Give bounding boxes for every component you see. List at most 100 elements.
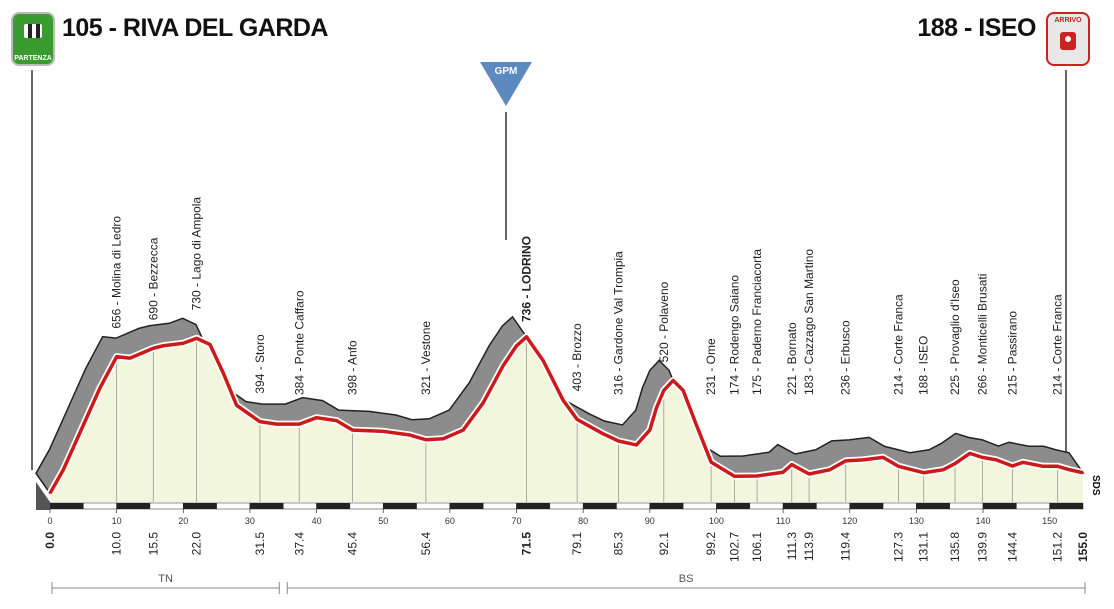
waypoint-km-label: 22.0 (190, 532, 204, 556)
distance-bar-segment (882, 502, 917, 510)
waypoint-km-label: 71.5 (520, 532, 534, 556)
waypoint-km-label: 79.1 (570, 532, 584, 556)
start-flag-icon: PARTENZA (11, 12, 55, 66)
distance-bar-segment (1016, 502, 1050, 510)
distance-bar-segment (316, 502, 351, 510)
distance-tick-label: 40 (312, 516, 322, 526)
distance-bar-segment (516, 502, 551, 510)
distance-tick-label: 90 (645, 516, 655, 526)
distance-bar-segment (949, 502, 984, 510)
waypoint-km-label: 15.5 (146, 532, 160, 556)
distance-bar-segment (1049, 502, 1084, 510)
waypoint-km-label: 99.2 (704, 532, 718, 556)
waypoint-label: 225 - Provaglio d'Iseo (948, 279, 962, 395)
distance-bar-segment (283, 502, 317, 510)
waypoint-label: 398 - Anfo (346, 340, 360, 395)
sds-label: SDS (1090, 475, 1101, 496)
profile-area (50, 336, 1083, 502)
distance-tick-label: 60 (445, 516, 455, 526)
distance-bar-segment (616, 502, 651, 510)
gpm-icon: GPM (480, 62, 532, 106)
distance-bar-segment (216, 502, 251, 510)
waypoint-label: 520 - Polaveno (657, 281, 671, 362)
waypoint-label: 175 - Paderno Franciacorta (750, 249, 764, 395)
distance-bar-segment (449, 502, 484, 510)
distance-bar-segment (482, 502, 517, 510)
waypoint-km-label: 10.0 (110, 532, 124, 556)
distance-bar-segment (682, 502, 717, 510)
waypoint-label: 215 - Passirano (1005, 311, 1019, 395)
distance-tick-label: 140 (976, 516, 991, 526)
waypoint-label: 266 - Monticelli Brusati (975, 274, 989, 395)
start-title: 105 - RIVA DEL GARDA (62, 14, 328, 42)
distance-tick-label: 110 (776, 516, 790, 526)
waypoint-label: 690 - Bezzecca (146, 237, 160, 320)
waypoint-label: 214 - Corte Franca (891, 294, 905, 395)
province-label: TN (158, 573, 173, 585)
distance-bar-segment (83, 502, 117, 510)
distance-tick-label: 130 (909, 516, 924, 526)
distance-tick-label: 0 (47, 516, 52, 526)
distance-tick-label: 120 (842, 516, 857, 526)
waypoint-km-label: 111.3 (785, 532, 799, 561)
distance-bar-segment (916, 502, 950, 510)
distance-tick-label: 70 (512, 516, 522, 526)
checkered-flag-icon (24, 24, 42, 38)
waypoint-km-label: 135.8 (948, 532, 962, 562)
waypoint-km-label: 131.1 (917, 532, 931, 562)
distance-tick-label: 10 (112, 516, 122, 526)
profile-base-side (36, 482, 50, 510)
distance-tick-label: 30 (245, 516, 255, 526)
distance-tick-label: 150 (1042, 516, 1057, 526)
waypoint-km-label: 139.9 (975, 532, 989, 562)
waypoint-label: 394 - Storo (253, 334, 267, 394)
waypoint-km-label: 92.1 (657, 532, 671, 556)
start-km-label: 0.0 (43, 532, 57, 549)
distance-tick-label: 80 (578, 516, 588, 526)
waypoint-km-label: 119.4 (839, 532, 853, 561)
start-badge-label: PARTENZA (14, 55, 52, 62)
waypoint-label: 188 - ISEO (917, 336, 931, 395)
distance-bar-segment (349, 502, 384, 510)
gpm-label: GPM (494, 66, 518, 77)
distance-bar-segment (716, 502, 751, 510)
finish-badge-label: ARRIVO (1054, 17, 1082, 24)
waypoint-label: 221 - Bornato (785, 322, 799, 395)
distance-bar-segment (649, 502, 684, 510)
waypoint-km-label: 106.1 (750, 532, 764, 562)
distance-bar-segment (782, 502, 817, 510)
waypoint-km-label: 45.4 (346, 532, 360, 556)
distance-bar-segment (582, 502, 617, 510)
waypoint-label: 236 - Erbusco (839, 320, 853, 395)
distance-bar-segment (183, 502, 217, 510)
distance-bar-segment (49, 502, 84, 510)
distance-bar-segment (116, 502, 151, 510)
province-label: BS (679, 573, 694, 585)
waypoint-km-label: 127.3 (891, 532, 905, 562)
finish-title: 188 - ISEO (917, 14, 1036, 42)
distance-tick-label: 50 (378, 516, 388, 526)
waypoint-label: 214 - Corte Franca (1051, 294, 1065, 395)
waypoint-km-label: 85.3 (611, 532, 625, 556)
distance-bar-segment (816, 502, 850, 510)
route-line (48, 335, 1084, 495)
waypoint-km-label: 113.9 (802, 532, 816, 561)
waypoint-label: 231 - Ome (704, 338, 718, 395)
waypoint-km-label: 151.2 (1051, 532, 1065, 562)
waypoint-km-label: 102.7 (727, 532, 741, 562)
distance-tick-label: 100 (709, 516, 724, 526)
waypoint-label: 403 - Brozzo (570, 323, 584, 391)
waypoint-label: 656 - Molina di Ledro (110, 216, 124, 329)
distance-bar-segment (249, 502, 284, 510)
distance-bar-segment (849, 502, 884, 510)
distance-tick-label: 20 (178, 516, 188, 526)
waypoint-label: 316 - Gardone Val Trompia (611, 251, 625, 395)
waypoint-km-label: 144.4 (1005, 532, 1019, 562)
finish-km-label: 155.0 (1076, 532, 1090, 562)
distance-bar-segment (982, 502, 1017, 510)
finish-icon: ARRIVO (1046, 12, 1090, 66)
waypoint-label: 174 - Rodengo Saiano (727, 275, 741, 395)
distance-bar-segment (749, 502, 784, 510)
waypoint-km-label: 56.4 (419, 532, 433, 556)
